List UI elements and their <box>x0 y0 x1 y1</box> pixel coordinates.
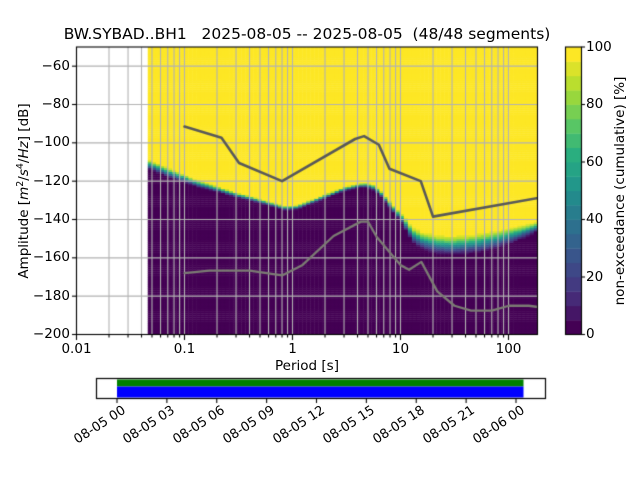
y-tick-label: −160 <box>32 249 70 266</box>
x-tick-label: 0.01 <box>61 341 92 357</box>
colorbar-tick-label: 20 <box>586 268 604 285</box>
colorbar-tick-label: 60 <box>586 153 604 170</box>
x-tick-label: 100 <box>495 341 522 357</box>
colorbar-label: non-exceedance (cumulative) [%] <box>612 76 628 306</box>
x-tick-label: 1 <box>288 341 297 357</box>
y-tick-label: −80 <box>41 96 71 112</box>
colorbar-tick-label: 80 <box>586 96 604 112</box>
y-tick-label: −100 <box>32 134 70 151</box>
y-tick-label: −200 <box>32 326 70 342</box>
colorbar-tick-label: 40 <box>586 211 604 227</box>
plot-title: BW.SYBAD..BH1 2025-08-05 -- 2025-08-05 (… <box>63 25 551 43</box>
colorbar-tick-label: 100 <box>586 38 612 55</box>
y-tick-label: −140 <box>32 211 70 227</box>
y-tick-label: −60 <box>41 57 71 74</box>
y-tick-label: −120 <box>32 172 70 189</box>
x-tick-label: 0.1 <box>173 341 196 357</box>
y-tick-label: −180 <box>32 287 70 304</box>
x-axis-label: Period [s] <box>275 358 339 374</box>
x-tick-label: 10 <box>391 341 410 357</box>
colorbar-tick-label: 0 <box>586 326 595 342</box>
